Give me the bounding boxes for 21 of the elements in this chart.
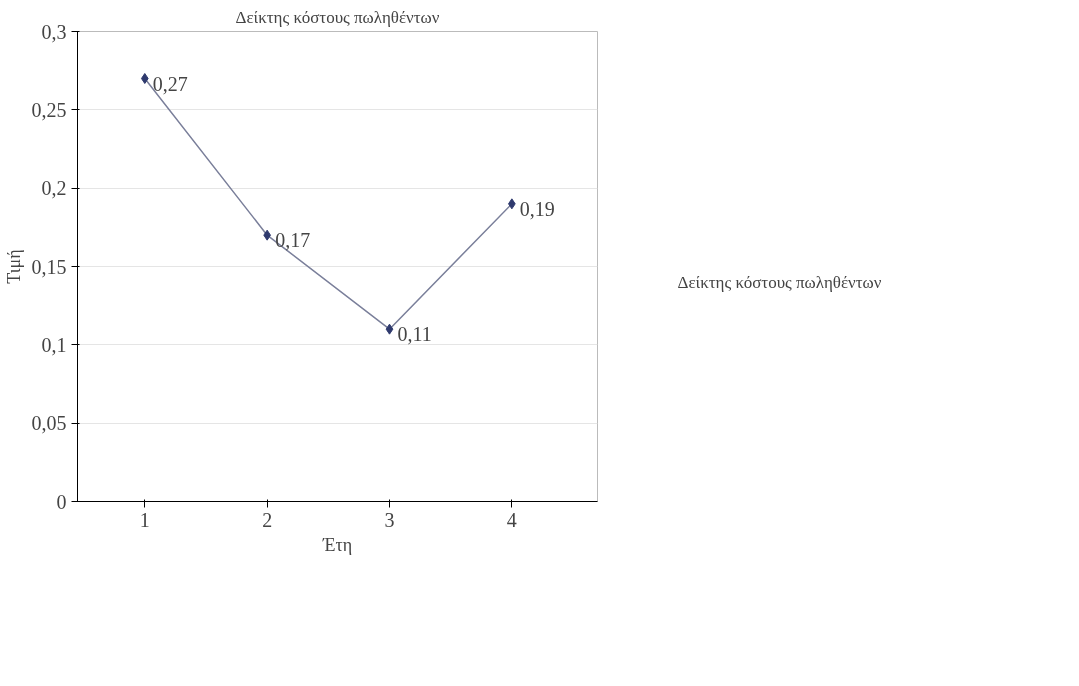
y-tick-label: 0,2 (41, 177, 67, 200)
data-label: 0,17 (275, 229, 311, 252)
y-tick-label: 0,25 (31, 98, 67, 121)
x-axis-title: Έτη (321, 534, 353, 555)
data-label: 0,11 (397, 323, 432, 346)
data-label: 0,27 (152, 72, 188, 95)
y-tick-label: 0,1 (41, 333, 67, 356)
point (140, 73, 149, 84)
x-tick-label: 1 (139, 508, 150, 531)
x-tick-label: 2 (262, 508, 273, 531)
y-tick-label: 0 (56, 490, 67, 513)
x-tick-label: 4 (506, 508, 517, 531)
y-tick-label: 0,3 (41, 20, 67, 43)
text: Δείκτης κόστους πωληθέντων (677, 272, 882, 293)
x-tick-label: 3 (384, 508, 395, 531)
y-axis-title: Τιμή (3, 249, 24, 284)
chart-title: Δείκτης κόστους πωληθέντων (235, 7, 440, 27)
data-label: 0,19 (519, 197, 555, 220)
y-tick-label: 0,15 (31, 255, 67, 278)
point (385, 323, 394, 335)
y-tick-label: 0,05 (31, 412, 67, 435)
